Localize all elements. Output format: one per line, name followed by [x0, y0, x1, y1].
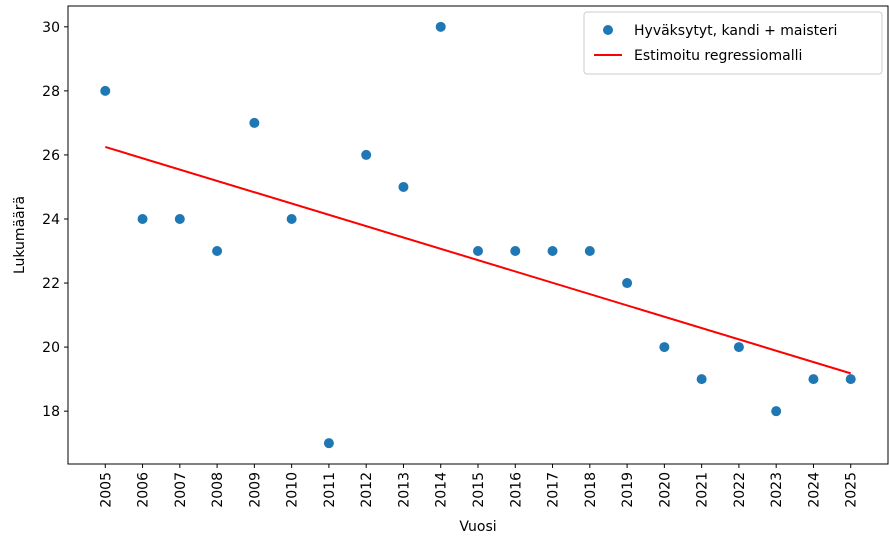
- data-point: [435, 21, 446, 32]
- y-tick-label: 24: [42, 212, 60, 228]
- x-tick-label: 2010: [285, 472, 301, 508]
- x-tick-label: 2023: [769, 472, 785, 508]
- x-tick-label: 2017: [546, 472, 562, 508]
- data-point: [771, 406, 782, 417]
- x-tick-label: 2020: [657, 472, 673, 508]
- x-tick-label: 2009: [247, 472, 263, 508]
- data-point: [733, 342, 744, 353]
- x-tick-label: 2012: [359, 472, 375, 508]
- x-tick-label: 2014: [434, 472, 450, 508]
- legend-marker: [603, 25, 613, 35]
- y-tick-label: 18: [42, 404, 60, 420]
- regression-line: [104, 145, 852, 375]
- data-point: [845, 374, 856, 385]
- x-tick-label: 2005: [98, 472, 114, 508]
- x-tick-label: 2016: [508, 472, 524, 508]
- y-axis-label: Lukumäärä: [12, 196, 28, 274]
- y-tick-label: 26: [42, 148, 60, 164]
- data-point: [323, 438, 334, 449]
- x-tick-label: 2021: [695, 472, 711, 508]
- x-tick-label: 2022: [732, 472, 748, 508]
- data-point: [100, 85, 111, 96]
- data-point: [584, 246, 595, 257]
- data-point: [808, 374, 819, 385]
- x-tick-label: 2008: [210, 472, 226, 508]
- x-tick-label: 2024: [806, 472, 822, 508]
- data-point: [510, 246, 521, 257]
- x-tick-label: 2015: [471, 472, 487, 508]
- data-point: [361, 149, 372, 160]
- data-point: [212, 246, 223, 257]
- x-tick-label: 2018: [583, 472, 599, 508]
- data-point: [174, 213, 185, 224]
- x-tick-label: 2011: [322, 472, 338, 508]
- x-tick-label: 2006: [136, 472, 152, 508]
- plot-frame: [67, 5, 889, 465]
- legend-label: Estimoitu regressiomalli: [634, 48, 802, 64]
- x-tick-label: 2007: [173, 472, 189, 508]
- data-point: [622, 278, 633, 289]
- data-point: [547, 246, 558, 257]
- data-point: [286, 213, 297, 224]
- legend-box: [583, 11, 883, 75]
- data-point: [137, 213, 148, 224]
- data-point: [473, 246, 483, 257]
- data-point: [696, 374, 707, 385]
- data-point: [398, 181, 409, 192]
- x-tick-label: 2013: [396, 472, 412, 508]
- data-point: [249, 117, 260, 128]
- y-tick-label: 28: [42, 84, 60, 100]
- legend-label: Hyväksytyt, kandi + maisteri: [634, 23, 837, 39]
- x-tick-label: 2019: [620, 472, 636, 508]
- y-tick-label: 30: [42, 20, 60, 36]
- data-point: [659, 342, 670, 353]
- y-tick-label: 20: [42, 340, 60, 356]
- y-tick-label: 22: [42, 276, 60, 292]
- x-tick-label: 2025: [844, 472, 860, 508]
- x-axis-label: Vuosi: [459, 519, 496, 535]
